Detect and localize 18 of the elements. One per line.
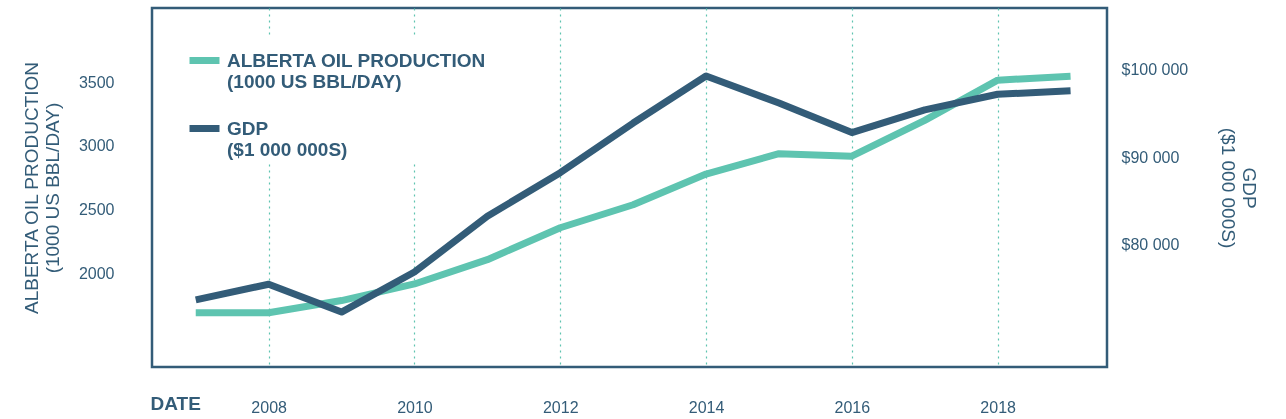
x-tick-label: 2012 xyxy=(542,398,579,416)
legend-label: GDP ($1 000 000S) xyxy=(227,117,348,160)
y-tick-label: 2000 xyxy=(78,265,115,283)
y2-tick-label: $80 000 xyxy=(1121,235,1180,253)
y-tick-label: 2500 xyxy=(78,201,115,219)
x-axis-title: DATE xyxy=(150,392,201,414)
y-tick-label: 3000 xyxy=(78,137,115,155)
y2-tick-label: $90 000 xyxy=(1121,148,1180,166)
x-tick-label: 2014 xyxy=(688,398,725,416)
y-axis-title: ALBERTA OIL PRODUCTION (1000 US BBL/DAY) xyxy=(20,62,63,314)
y-tick-label: 3500 xyxy=(78,73,115,91)
y2-tick-label: $100 000 xyxy=(1121,61,1189,79)
x-tick-label: 2016 xyxy=(834,398,871,416)
x-tick-label: 2010 xyxy=(397,398,433,416)
x-tick-label: 2008 xyxy=(251,398,288,416)
y2-axis-title: GDP ($1 000 000S) xyxy=(1218,127,1261,249)
legend-label: ALBERTA OIL PRODUCTION (1000 US BBL/DAY) xyxy=(227,49,486,92)
x-tick-label: 2018 xyxy=(980,398,1017,416)
